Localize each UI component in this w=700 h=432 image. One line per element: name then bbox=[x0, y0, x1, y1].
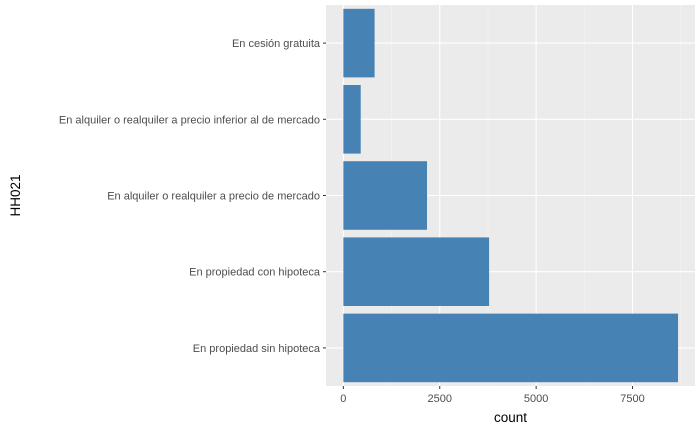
x-tick-label: 5000 bbox=[524, 393, 548, 405]
y-axis: En propiedad sin hipoteca En propiedad co… bbox=[59, 38, 326, 355]
bar bbox=[343, 161, 428, 230]
bar bbox=[343, 237, 490, 306]
y-tick-label: En cesión gratuita bbox=[232, 38, 321, 50]
bar bbox=[343, 313, 679, 383]
x-axis: 0 2500 5000 7500 bbox=[340, 386, 645, 405]
y-tick-label: En alquiler o realquiler a precio de mer… bbox=[107, 191, 320, 203]
y-tick-label: En propiedad sin hipoteca bbox=[193, 343, 321, 355]
y-tick-label: En propiedad con hipoteca bbox=[189, 267, 321, 279]
x-tick-label: 2500 bbox=[428, 393, 452, 405]
x-tick-label: 0 bbox=[340, 393, 346, 405]
x-tick-label: 7500 bbox=[620, 393, 644, 405]
x-axis-title: count bbox=[494, 410, 527, 425]
y-tick-label: En alquiler o realquiler a precio inferi… bbox=[59, 114, 320, 126]
y-axis-title: HH021 bbox=[8, 174, 23, 216]
bar bbox=[343, 85, 361, 154]
bars bbox=[343, 8, 679, 383]
bar bbox=[343, 8, 375, 78]
